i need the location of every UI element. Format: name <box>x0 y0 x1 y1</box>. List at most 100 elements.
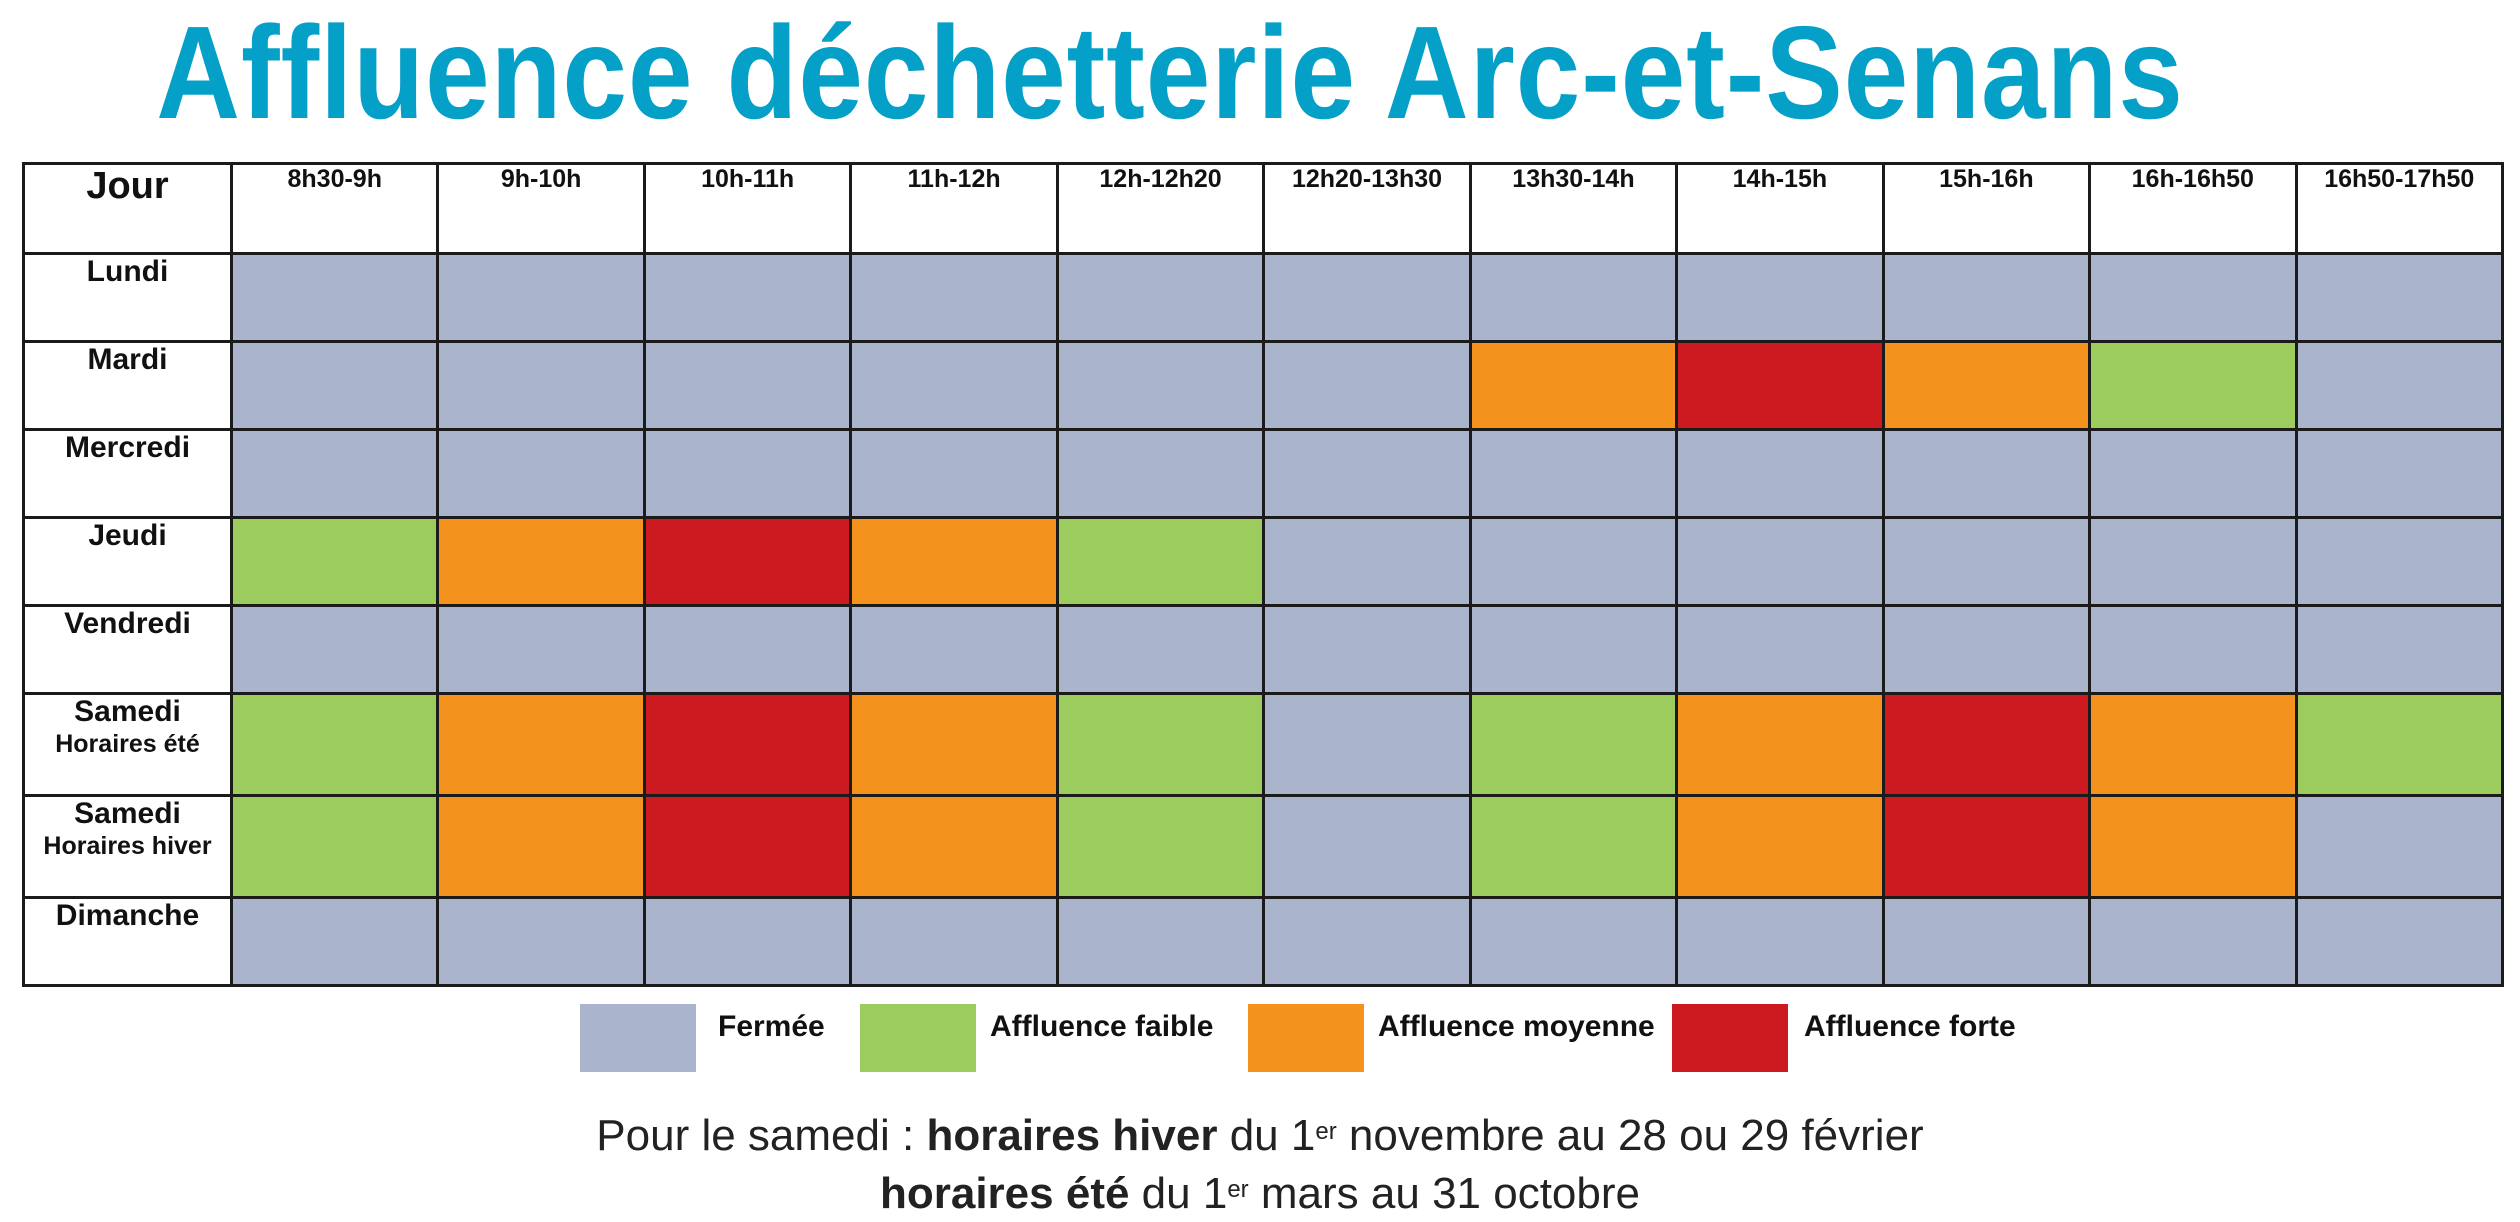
affluence-cell-closed <box>436 340 646 431</box>
affluence-cell-closed <box>1468 428 1679 519</box>
affluence-cell-closed <box>1675 252 1885 343</box>
day-cell: Mercredi <box>22 428 233 519</box>
legend-label-medium: Affluence moyenne <box>1378 1010 1655 1043</box>
affluence-cell-closed <box>849 604 1059 695</box>
time-slot-header: 14h-15h <box>1675 162 1885 255</box>
affluence-cell-closed <box>1055 428 1266 519</box>
day-label: Samedi <box>74 695 181 728</box>
affluence-cell-low <box>229 516 440 607</box>
time-slot-header: 9h-10h <box>436 162 646 255</box>
affluence-cell-closed <box>849 896 1059 987</box>
affluence-cell-closed <box>1262 896 1472 987</box>
day-label: Mercredi <box>64 431 191 464</box>
time-slot-header: 13h30-14h <box>1468 162 1679 255</box>
affluence-cell-closed <box>2294 340 2505 431</box>
affluence-cell-medium <box>1675 692 1885 797</box>
affluence-cell-high <box>1675 340 1885 431</box>
affluence-cell-medium <box>1881 340 2092 431</box>
affluence-cell-closed <box>1468 252 1679 343</box>
affluence-cell-closed <box>2294 794 2505 899</box>
affluence-cell-closed <box>1055 252 1266 343</box>
affluence-cell-closed <box>2294 516 2505 607</box>
affluence-cell-medium <box>849 516 1059 607</box>
day-cell: Samedi Horaires hiver <box>22 794 233 899</box>
table-header-row: Jour 8h30-9h 9h-10h 10h-11h 11h-12h 12h-12h2… <box>22 162 2505 255</box>
day-cell: Samedi Horaires été <box>22 692 233 797</box>
affluence-cell-medium <box>2088 794 2298 899</box>
affluence-cell-closed <box>1881 516 2092 607</box>
affluence-cell-low <box>229 794 440 899</box>
affluence-cell-low <box>1468 692 1679 797</box>
affluence-cell-medium <box>849 794 1059 899</box>
affluence-cell-closed <box>229 340 440 431</box>
footer-line-1: Pour le samedi : horaires hiver du 1er n… <box>0 1108 2520 1164</box>
affluence-cell-medium <box>1675 794 1885 899</box>
table-row: Dimanche <box>22 896 2505 987</box>
affluence-cell-closed <box>436 252 646 343</box>
affluence-cell-closed <box>436 896 646 987</box>
table-row: Mercredi <box>22 428 2505 519</box>
affluence-cell-closed <box>1262 604 1472 695</box>
legend-label-closed: Fermée <box>718 1010 825 1043</box>
table-row: Lundi <box>22 252 2505 343</box>
affluence-cell-closed <box>849 252 1059 343</box>
day-cell: Lundi <box>22 252 233 343</box>
day-column-header: Jour <box>22 162 233 255</box>
table-row: Samedi Horaires été <box>22 692 2505 797</box>
legend-label-low: Affluence faible <box>990 1010 1214 1043</box>
affluence-cell-closed <box>1262 252 1472 343</box>
time-slot-header: 10h-11h <box>642 162 853 255</box>
affluence-cell-low <box>1055 516 1266 607</box>
legend-swatch-low <box>860 1004 976 1072</box>
affluence-cell-closed <box>642 252 853 343</box>
affluence-cell-closed <box>1675 604 1885 695</box>
table-row: Vendredi <box>22 604 2505 695</box>
day-cell: Vendredi <box>22 604 233 695</box>
day-label: Vendredi <box>64 607 191 640</box>
affluence-cell-low <box>2088 340 2298 431</box>
table-row: Mardi <box>22 340 2505 431</box>
affluence-cell-low <box>229 692 440 797</box>
affluence-cell-medium <box>436 692 646 797</box>
affluence-cell-closed <box>642 428 853 519</box>
affluence-cell-closed <box>229 252 440 343</box>
affluence-cell-low <box>1055 692 1266 797</box>
affluence-cell-closed <box>1675 428 1885 519</box>
affluence-cell-closed <box>1055 340 1266 431</box>
time-slot-header: 16h-16h50 <box>2088 162 2298 255</box>
footer-line1-sup: er <box>1315 1118 1337 1145</box>
affluence-cell-high <box>1881 692 2092 797</box>
affluence-cell-closed <box>2294 604 2505 695</box>
day-cell: Dimanche <box>22 896 233 987</box>
affluence-cell-closed <box>1055 896 1266 987</box>
footer-line1-mid: du 1 <box>1217 1111 1316 1160</box>
legend: Fermée Affluence faible Affluence moyenn… <box>580 1004 2080 1074</box>
schedule-table: Jour 8h30-9h 9h-10h 10h-11h 11h-12h 12h-12h2… <box>22 162 2505 987</box>
page-title: Affluence déchetterie Arc-et-Senans <box>156 0 2184 146</box>
affluence-cell-closed <box>1262 794 1472 899</box>
affluence-cell-closed <box>2294 428 2505 519</box>
affluence-cell-closed <box>1262 516 1472 607</box>
time-slot-header: 12h-12h20 <box>1055 162 1266 255</box>
footer-line-2: horaires été du 1er mars au 31 octobre <box>0 1166 2520 1222</box>
time-slot-header: 11h-12h <box>849 162 1059 255</box>
day-label: Jeudi <box>88 519 167 552</box>
day-sublabel: Horaires hiver <box>43 832 212 860</box>
affluence-cell-closed <box>1262 692 1472 797</box>
affluence-cell-closed <box>1262 340 1472 431</box>
time-slot-header: 15h-16h <box>1881 162 2092 255</box>
affluence-cell-closed <box>849 340 1059 431</box>
affluence-cell-closed <box>1262 428 1472 519</box>
affluence-cell-closed <box>1055 604 1266 695</box>
footer-line1-bold: horaires hiver <box>926 1111 1218 1160</box>
time-slot-header: 12h20-13h30 <box>1262 162 1472 255</box>
time-slot-header: 16h50-17h50 <box>2294 162 2505 255</box>
day-sublabel: Horaires été <box>55 730 200 758</box>
affluence-cell-closed <box>1675 896 1885 987</box>
affluence-cell-low <box>1055 794 1266 899</box>
affluence-cell-medium <box>1468 340 1679 431</box>
affluence-cell-closed <box>1881 604 2092 695</box>
affluence-cell-closed <box>1881 896 2092 987</box>
affluence-cell-closed <box>229 896 440 987</box>
legend-swatch-medium <box>1248 1004 1364 1072</box>
